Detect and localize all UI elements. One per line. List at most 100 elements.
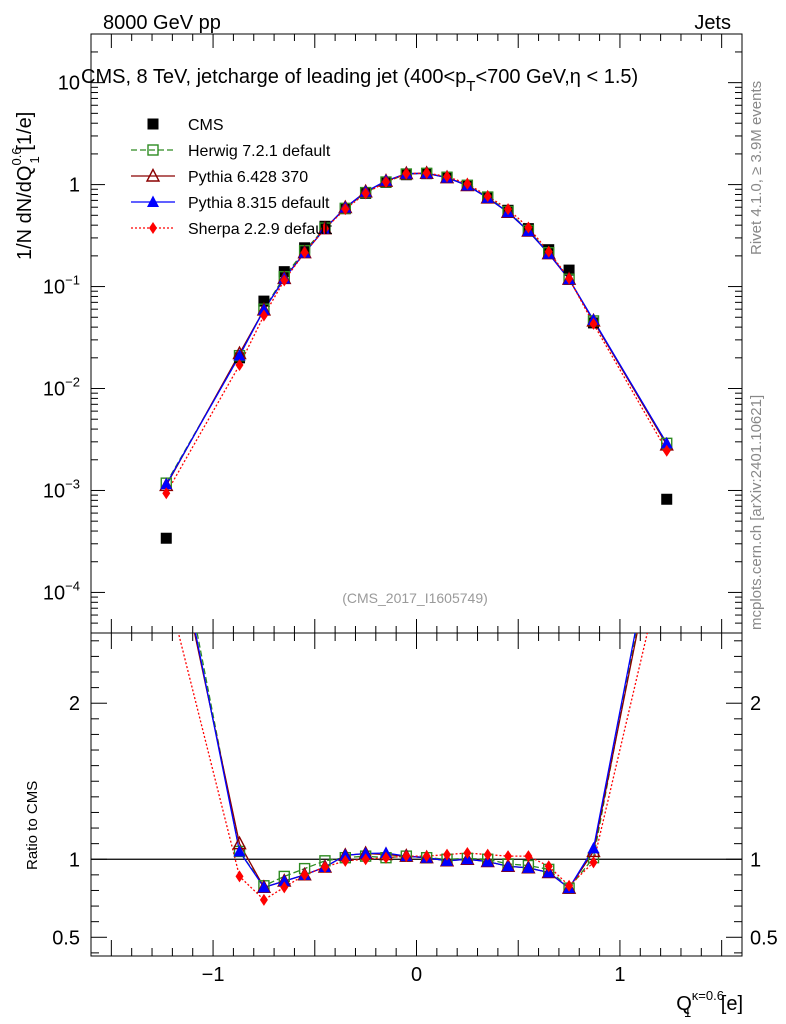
header-left: 8000 GeV pp [103,12,221,34]
point-pythia-8-315-default [160,477,173,490]
analysis-watermark: (CMS_2017_I1605749) [342,590,488,606]
point-sherpa-2-2-9-default [483,190,492,203]
legend-marker-pythia-8-315-default [147,195,159,207]
point-cms [160,532,172,544]
y-tick-label-exp: −1 [65,273,80,288]
ratio-point-sherpa-2-2-9-default [565,879,574,892]
title-sub: T [466,78,475,95]
title-part-a: CMS, 8 TeV, jetcharge of leading jet (40… [81,66,466,88]
ratio-line-pythia-8-315-default [194,633,636,890]
ratio-y-tick-label: 1 [69,849,80,871]
ratio-ylabel: Ratio to CMS [24,781,41,870]
xlabel-part-b: [e] [715,993,743,1015]
header-right: Jets [694,12,731,34]
y-tick-label-base: 10 [43,379,65,401]
point-sherpa-2-2-9-default [259,309,268,322]
ylabel-sup: 0.6 [9,147,24,165]
point-cms [563,264,575,276]
ratio-point-pythia-8-315-default [278,874,291,887]
point-sherpa-2-2-9-default [662,444,671,457]
ratio-line-herwig-7-2-1-default [196,633,637,890]
mcplots-label: mcplots.cern.ch [arXiv:2401.10621] [748,394,765,630]
ratio-line-sherpa-2-2-9-default [177,633,648,901]
ratio-y-tick-label: 2 [69,693,80,715]
point-sherpa-2-2-9-default [544,245,553,258]
ratio-point-sherpa-2-2-9-default [463,847,472,860]
point-pythia-8-315-default [233,349,246,361]
ratio-point-sherpa-2-2-9-default [280,881,289,894]
y-tick-label: 1 [69,175,80,197]
y-tick-label: 10−4 [43,578,80,604]
legend-label-cms: CMS [188,117,224,134]
point-sherpa-2-2-9-default [381,176,390,189]
legend-marker-herwig-7-2-1-default [147,144,159,156]
point-pythia-8-315-default [660,436,673,449]
ratio-point-sherpa-2-2-9-default [235,870,244,883]
point-sherpa-2-2-9-default [565,272,574,285]
ratio-point-sherpa-2-2-9-default [341,854,350,867]
ratio-point-pythia-8-315-default [359,846,372,859]
x-tick-label: 1 [614,964,625,986]
legend-marker-sherpa-2-2-9-default [149,222,157,234]
xlabel-sup: κ=0.6 [692,988,724,1003]
ratio-y-tick-label: 0.5 [52,927,80,949]
point-sherpa-2-2-9-default [402,167,411,180]
point-sherpa-2-2-9-default [361,187,370,200]
ratio-panel: −1 0 1 0.5 0.5 1 1 2 2 [52,632,778,986]
legend-marker-pythia-6-428-370 [145,167,161,182]
chart-title: CMS, 8 TeV, jetcharge of leading jet (40… [81,66,638,95]
ratio-point-sherpa-2-2-9-default [443,848,452,861]
ratio-point-sherpa-2-2-9-default [259,893,268,906]
ratio-point-pythia-8-315-default [257,880,270,893]
point-cms [661,493,673,505]
legend-label-pythia-6-428-370: Pythia 6.428 370 [188,169,308,186]
main-ylabel: 1/N dN/dQ0.6 1 [1/e] [9,112,42,260]
ratio-point-pythia-8-315-default [339,848,352,861]
point-sherpa-2-2-9-default [300,246,309,259]
y-tick-label-base: 10 [43,277,65,299]
ratio-point-sherpa-2-2-9-default [381,851,390,864]
ratio-point-sherpa-2-2-9-default [402,850,411,863]
ratio-point-sherpa-2-2-9-default [361,853,370,866]
y-tick-label-exp: −3 [65,476,80,491]
xlabel: Qκ=0.6 1 [e] [676,988,743,1020]
y-tick-label-base: 10 [43,480,65,502]
ratio-line-pythia-6-428-370 [193,633,638,890]
point-sherpa-2-2-9-default [341,203,350,216]
series-line-pythia-8-315-default [165,172,668,485]
ratio-point-pythia-8-315-default [587,841,600,854]
ylabel-part-a: 1/N dN/dQ [14,166,36,260]
y-tick-label: 10 [58,73,80,95]
y-tick-label-exp: −2 [65,375,80,390]
legend-label-herwig-7-2-1-default: Herwig 7.2.1 default [188,143,331,160]
ratio-frame [90,632,743,957]
point-cms [258,295,270,307]
point-sherpa-2-2-9-default [443,170,452,183]
ratio-point-pythia-8-315-default [481,855,494,867]
ratio-y-tick-label-right: 2 [750,693,761,715]
y-tick-label-base: 1 [69,175,80,197]
point-sherpa-2-2-9-default [422,166,431,179]
legend-label-pythia-8-315-default: Pythia 8.315 default [188,195,330,212]
point-sherpa-2-2-9-default [280,274,289,287]
point-pythia-8-315-default [257,303,270,315]
main-series-layer [159,165,674,544]
ratio-series-layer [177,633,648,906]
ratio-point-sherpa-2-2-9-default [300,868,309,881]
y-tick-label: 10−1 [43,273,80,299]
ratio-point-sherpa-2-2-9-default [483,848,492,861]
ratio-point-sherpa-2-2-9-default [504,850,513,863]
ratio-point-sherpa-2-2-9-default [544,860,553,873]
ratio-point-pythia-8-315-default [233,844,246,857]
ratio-point-sherpa-2-2-9-default [422,850,431,863]
ratio-point-sherpa-2-2-9-default [589,856,598,869]
legend-label-sherpa-2-2-9-default: Sherpa 2.2.9 default [188,221,333,238]
y-tick-label: 10−3 [43,476,80,502]
ylabel-part-b: [1/e] [14,112,36,156]
point-sherpa-2-2-9-default [235,359,244,372]
y-tick-label: 10−2 [43,375,80,401]
point-sherpa-2-2-9-default [589,317,598,330]
y-tick-label-exp: −4 [65,578,80,593]
